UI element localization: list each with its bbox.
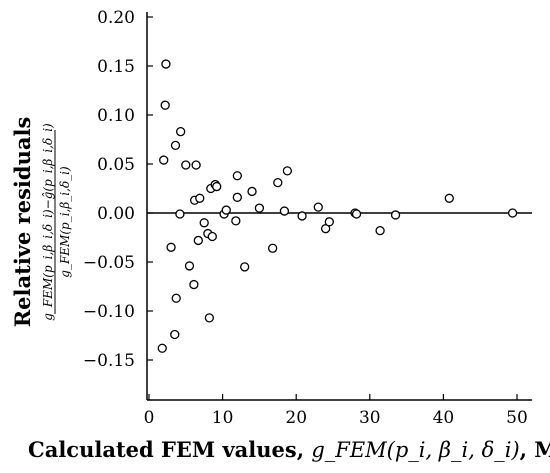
x-axis-title-unit: , MPa <box>520 437 550 462</box>
data-point <box>159 155 169 165</box>
x-tick-label: 50 <box>506 408 528 428</box>
y-tick-label: −0.10 <box>83 302 135 322</box>
data-point <box>375 225 385 236</box>
y-axis-fraction-numerator: g_FEM(p_i,β_i,δ_i)−ĝ(p_i,β_i,δ_i) <box>41 123 55 321</box>
data-point <box>171 293 181 303</box>
data-point <box>507 208 518 218</box>
data-point <box>166 242 176 252</box>
data-point <box>175 127 186 137</box>
data-point <box>175 209 185 219</box>
data-point <box>184 261 195 271</box>
data-point <box>212 181 222 192</box>
x-axis-title: Calculated FEM values, g_FEM(p_i, β_i, δ… <box>28 437 550 462</box>
data-point <box>254 203 265 213</box>
data-point <box>240 262 250 272</box>
data-point <box>279 206 290 216</box>
data-point <box>247 186 257 197</box>
data-point <box>273 177 283 188</box>
data-point <box>267 243 278 253</box>
data-point <box>282 166 293 176</box>
data-point <box>170 329 180 340</box>
y-axis-title: Relative residuals <box>10 117 35 328</box>
x-tick-label: 10 <box>212 408 234 428</box>
y-axis-title-group: Relative residuals g_FEM(p_i,β_i,δ_i)−ĝ(… <box>10 117 72 328</box>
data-point <box>221 205 231 215</box>
data-point <box>351 209 362 219</box>
data-point <box>161 59 171 69</box>
y-tick-label: 0.20 <box>97 8 135 28</box>
data-point <box>189 279 199 290</box>
data-point <box>204 313 215 323</box>
data-point <box>390 210 401 220</box>
x-tick-label: 40 <box>433 408 455 428</box>
data-point <box>157 343 167 353</box>
data-point <box>160 100 170 110</box>
data-point <box>231 216 241 226</box>
y-tick-label: −0.15 <box>83 351 135 371</box>
axis-ticks: 0 10 20 30 40 50 −0.15 −0.10 −0.05 0.00 0.05 0.10 0.… <box>83 8 528 428</box>
chart-axes <box>146 12 532 401</box>
data-point <box>297 211 307 221</box>
y-tick-label: 0.00 <box>97 204 135 224</box>
data-point <box>232 171 242 181</box>
data-point <box>181 160 191 170</box>
data-point <box>195 193 205 203</box>
data-point <box>313 202 323 212</box>
data-point <box>324 217 334 227</box>
data-point <box>199 218 209 228</box>
data-point <box>170 140 181 151</box>
x-axis-title-text: Calculated FEM values, <box>28 437 311 462</box>
y-tick-label: −0.05 <box>83 253 135 273</box>
y-tick-label: 0.15 <box>97 57 135 77</box>
data-point <box>320 224 331 234</box>
data-point <box>444 193 454 203</box>
data-point <box>193 235 203 246</box>
y-tick-label: 0.05 <box>97 155 135 175</box>
x-axis-title-math: g_FEM(p_i, β_i, δ_i) <box>311 438 519 462</box>
y-axis-fraction-denominator: g_FEM(p_i,β_i,δ_i) <box>58 166 72 278</box>
data-point <box>232 192 242 202</box>
x-tick-label: 0 <box>144 408 155 428</box>
y-tick-label: 0.10 <box>97 106 135 126</box>
data-point <box>207 231 217 242</box>
x-tick-label: 30 <box>359 408 381 428</box>
data-points <box>157 59 518 353</box>
data-point <box>191 160 201 170</box>
x-tick-label: 20 <box>285 408 307 428</box>
